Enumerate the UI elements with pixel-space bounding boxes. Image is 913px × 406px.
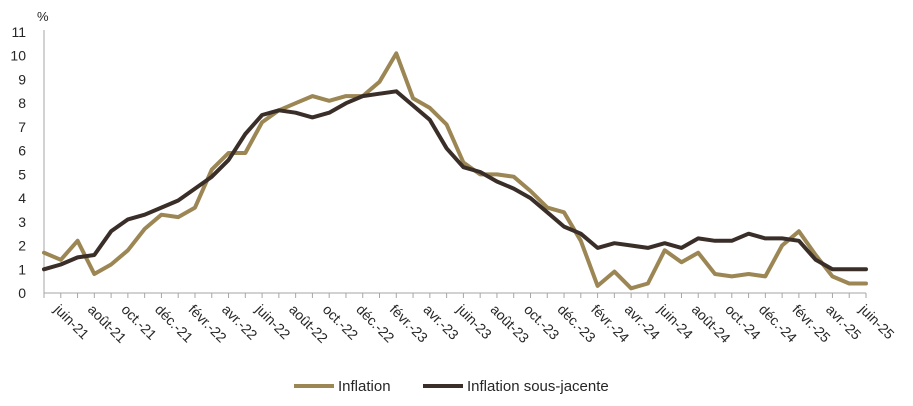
y-tick-label: 2	[18, 238, 26, 254]
x-tick-label: juin-24	[655, 300, 697, 342]
series-line-0	[42, 51, 868, 291]
y-tick-label: 8	[18, 95, 26, 111]
y-tick-label: 1	[18, 261, 26, 277]
x-tick-label: juin-22	[252, 300, 294, 342]
series-layer	[42, 51, 868, 291]
y-axis-unit-label: %	[37, 9, 49, 24]
x-tick-label: juin-23	[453, 300, 495, 342]
series-line-1	[42, 89, 868, 272]
legend-label-1: Inflation sous-jacente	[467, 378, 609, 395]
y-tick-label: 10	[10, 48, 26, 64]
x-tick-label: juin-21	[51, 300, 93, 342]
y-tick-label: 7	[18, 119, 26, 135]
y-tick-label: 3	[18, 214, 26, 230]
x-axis: juin-21août-21oct.-21déc.-21févr.-22avr.…	[43, 292, 898, 346]
y-tick-label: 6	[18, 143, 26, 159]
y-tick-label: 4	[18, 190, 26, 206]
y-tick-label: 5	[18, 166, 26, 182]
y-tick-label: 0	[18, 285, 26, 301]
legend: Inflation Inflation sous-jacente	[294, 378, 609, 395]
y-tick-label: 11	[11, 24, 26, 40]
x-tick-label: juin-25	[856, 300, 898, 342]
y-axis: 0 1 2 3 4 5 6 7 8 9 10 11	[10, 24, 45, 301]
y-tick-label: 9	[18, 71, 26, 87]
legend-label-0: Inflation	[338, 378, 391, 395]
